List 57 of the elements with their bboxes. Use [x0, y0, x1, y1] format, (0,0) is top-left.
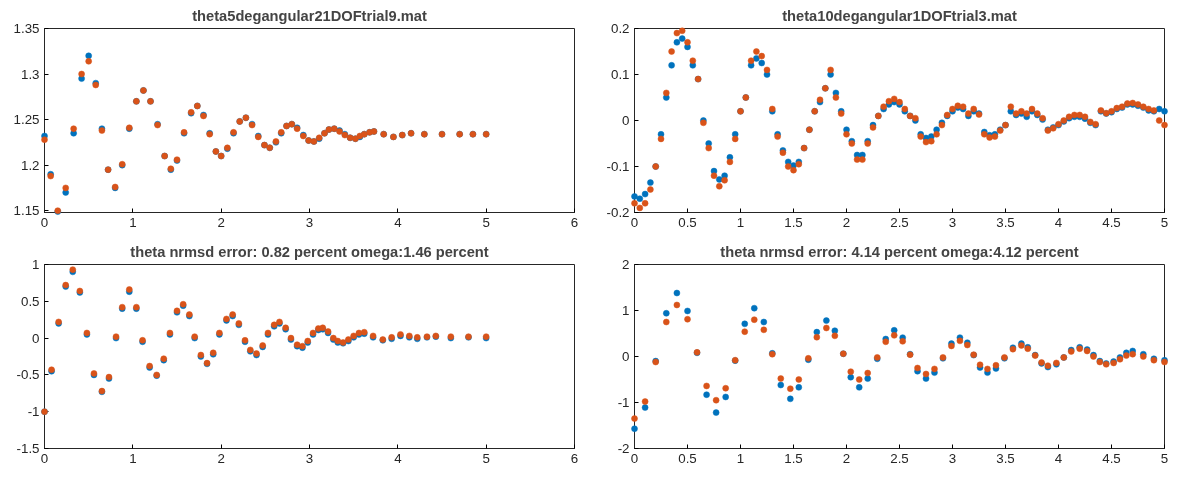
x-tick-label: 0.5	[678, 450, 697, 466]
x-tick-label: 2	[217, 450, 225, 466]
y-tick-label: -1	[27, 404, 40, 420]
y-tick-label: -2	[617, 441, 630, 456]
y-tick-label: 2	[622, 257, 630, 272]
x-tick-label: 3	[948, 214, 957, 230]
x-tick-label: 4	[1054, 450, 1063, 466]
y-tick-label: 0.2	[610, 21, 630, 36]
x-tick-label: 6	[570, 214, 579, 230]
x-tick-label: 3	[948, 450, 957, 466]
x-tick-label: 5	[1160, 450, 1169, 466]
y-tick-label: -1	[617, 395, 630, 410]
y-tick-label: -0.1	[606, 159, 630, 174]
x-tick-label: 4	[394, 450, 403, 466]
x-tick-label: 3.5	[996, 450, 1015, 466]
x-tick-label: 0.5	[678, 214, 697, 230]
x-tick-label: 1	[129, 450, 137, 466]
x-tick-label: 1	[736, 450, 745, 466]
y-tick-label: 1.15	[13, 203, 40, 219]
x-tick-label: 4.5	[1102, 450, 1121, 466]
y-tick-label: 1	[32, 257, 40, 272]
y-tick-label: 1.2	[20, 157, 40, 173]
x-tick-label: 3	[305, 214, 314, 230]
y-tick-label: 0	[622, 113, 630, 128]
x-tick-label: 1	[129, 214, 137, 230]
x-tick-label: 2	[842, 450, 851, 466]
y-tick-label: 1.35	[13, 21, 40, 36]
x-tick-label: 2.5	[890, 214, 909, 230]
x-tick-label: 5	[482, 450, 490, 466]
y-tick-label: 0	[622, 349, 630, 364]
x-tick-label: 3	[305, 450, 314, 466]
x-tick-label: 1	[736, 214, 745, 230]
chart-title: theta nrmsd error: 4.14 percent omega:4.12 percent	[720, 243, 1079, 260]
x-tick-label: 2	[217, 214, 225, 230]
y-tick-label: -0.2	[606, 205, 630, 220]
x-tick-label: 2	[842, 214, 851, 230]
x-tick-label: 3.5	[996, 214, 1015, 230]
x-tick-label: 2.5	[890, 450, 909, 466]
chart-title: theta5degangular21DOFtrial9.mat	[192, 7, 427, 24]
x-tick-label: 4	[394, 214, 403, 230]
y-tick-label: 0.5	[20, 293, 40, 309]
y-tick-label: -1.5	[16, 441, 40, 456]
y-tick-label: 0.1	[610, 67, 630, 82]
x-tick-label: 4.5	[1102, 214, 1121, 230]
y-tick-label: 1.3	[20, 66, 40, 82]
chart-title: theta nrmsd error: 0.82 percent omega:1.46 percent	[130, 243, 489, 260]
x-tick-label: 1.5	[784, 450, 803, 466]
x-tick-label: 6	[570, 450, 579, 466]
y-tick-label: 0	[32, 330, 40, 346]
x-tick-label: 1.5	[784, 214, 803, 230]
y-tick-label: 1.25	[13, 112, 40, 128]
y-tick-label: 1	[622, 303, 630, 318]
x-tick-label: 4	[1054, 214, 1063, 230]
x-tick-label: 5	[482, 214, 490, 230]
x-tick-label: 5	[1160, 214, 1169, 230]
y-tick-label: -0.5	[16, 367, 40, 383]
chart-title: theta10degangular1DOFtrial3.mat	[782, 7, 1017, 24]
